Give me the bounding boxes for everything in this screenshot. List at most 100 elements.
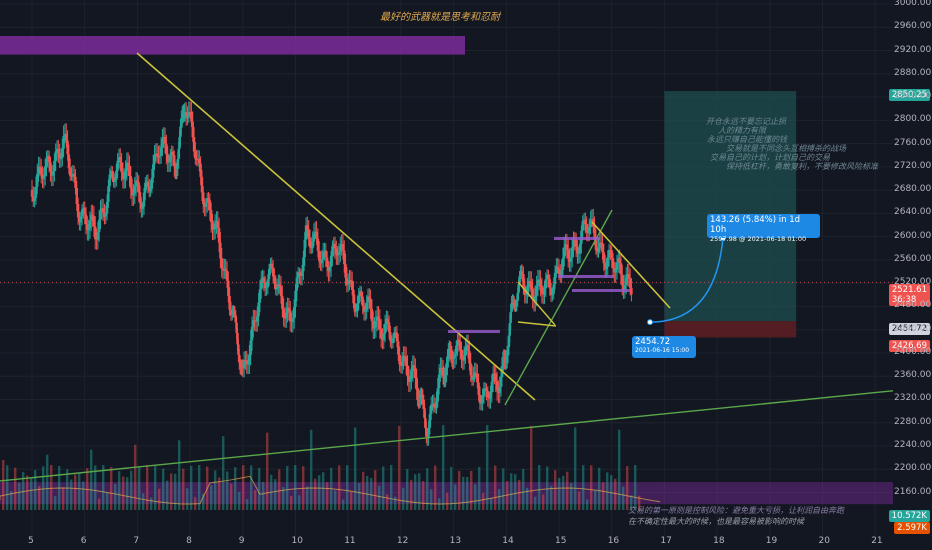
- candle-body: [569, 257, 573, 262]
- time-tick-label: 15: [555, 536, 567, 546]
- candle-body: [219, 242, 222, 259]
- candle-body: [536, 279, 540, 287]
- candle-body: [182, 113, 186, 115]
- volume-zone: [0, 482, 893, 505]
- volume-bar: [354, 427, 357, 510]
- candle-body: [236, 332, 239, 345]
- price-tick-label: 3000.00: [894, 0, 932, 8]
- candle-body: [101, 208, 105, 213]
- volume-bar: [162, 468, 165, 510]
- volume-bar: [574, 427, 577, 510]
- candle-body: [519, 271, 522, 277]
- candle-body: [586, 232, 590, 234]
- candle-body: [470, 375, 474, 380]
- entry-callout[interactable]: 2454.72 2021-06-16 15:00: [632, 336, 696, 358]
- price-tick-label: 2560.00: [894, 253, 932, 264]
- candle-body: [365, 302, 368, 310]
- candle-body: [377, 316, 380, 320]
- candle-body: [292, 306, 296, 319]
- candle-body: [283, 317, 287, 319]
- bottom-note-1: 交易的第一原则是控制风险：避免重大亏损，让利润自由奔跑: [628, 506, 844, 515]
- candle-body: [212, 229, 216, 231]
- volume-bar: [178, 440, 181, 510]
- candle-body: [134, 180, 138, 187]
- candle-body: [257, 302, 260, 317]
- volume-bar: [386, 494, 389, 510]
- candle-body: [561, 258, 565, 270]
- candle-body: [358, 291, 362, 295]
- candle-body: [290, 321, 293, 323]
- volume-bar: [346, 465, 349, 510]
- time-tick-label: 5: [28, 536, 34, 546]
- candle-body: [188, 111, 192, 113]
- candle-body: [484, 388, 487, 390]
- candle-body: [547, 275, 550, 280]
- volume-bar: [306, 486, 309, 510]
- volume-bar: [442, 425, 445, 510]
- price-tick-label: 2520.00: [894, 277, 932, 288]
- candle-body: [340, 243, 343, 247]
- candle-body: [426, 435, 429, 439]
- candle-body: [590, 219, 594, 221]
- candle-body: [424, 418, 427, 429]
- volume-bar: [290, 495, 293, 510]
- candle-body: [34, 186, 38, 198]
- volume-bar: [638, 495, 641, 510]
- candle-body: [166, 154, 169, 162]
- candle-body: [46, 155, 50, 158]
- candle-body: [220, 258, 223, 269]
- candle-body: [327, 266, 330, 272]
- candle-body: [308, 239, 312, 248]
- candle-body: [281, 295, 284, 309]
- candle-body: [237, 344, 240, 355]
- candle-body: [43, 166, 47, 176]
- candle-body: [113, 179, 117, 183]
- volume-bar: [414, 474, 417, 510]
- candle-body: [209, 210, 213, 223]
- candle-body: [204, 202, 208, 207]
- candle-body: [347, 283, 350, 285]
- target-detail: 2597.98 @ 2021-06-18 01:00: [710, 235, 807, 243]
- candle-body: [473, 372, 476, 378]
- candle-body: [399, 364, 403, 366]
- candle-body: [50, 171, 53, 176]
- candle-body: [390, 341, 393, 344]
- volume-bar: [242, 465, 245, 510]
- volume-bar: [570, 483, 573, 510]
- candle-body: [624, 277, 628, 285]
- candle-body: [112, 177, 115, 183]
- candle-body: [394, 332, 397, 334]
- target-callout[interactable]: 143.26 (5.84%) in 1d 10h 2597.98 @ 2021-…: [707, 214, 820, 243]
- candle-body: [433, 407, 437, 409]
- candle-body: [430, 404, 433, 415]
- candle-body: [111, 170, 114, 178]
- candle-body: [497, 390, 500, 393]
- volume-bar: [10, 491, 13, 510]
- candle-body: [416, 389, 419, 396]
- volume-bar: [282, 487, 285, 510]
- candle-body: [51, 171, 55, 176]
- candle-body: [489, 392, 492, 399]
- current-price: 2521.61: [891, 285, 927, 295]
- candle-body: [238, 354, 241, 363]
- candle-body: [40, 168, 43, 175]
- candle-body: [602, 252, 605, 264]
- price-tick-label: 2160.00: [894, 486, 932, 497]
- candle-body: [445, 365, 448, 374]
- candle-body: [414, 367, 417, 378]
- candle-body: [368, 296, 371, 299]
- volume-bar: [142, 493, 145, 510]
- candle-body: [564, 244, 567, 248]
- candle-body: [477, 382, 480, 395]
- candle-body: [437, 374, 441, 389]
- volume-bar: [550, 485, 553, 510]
- volume-bar: [150, 497, 153, 510]
- candle-body: [511, 302, 514, 305]
- candle-body: [559, 273, 562, 276]
- candle-body: [107, 186, 110, 202]
- volume-bar: [214, 470, 217, 510]
- candle-body: [457, 339, 461, 342]
- candle-body: [59, 157, 63, 159]
- candle-body: [601, 243, 604, 253]
